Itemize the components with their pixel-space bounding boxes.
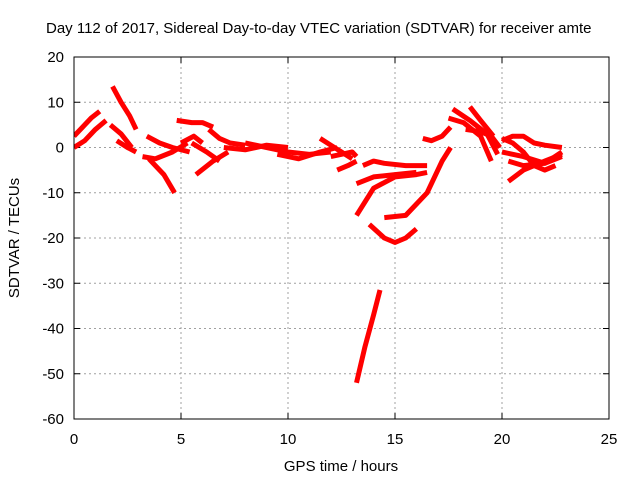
- series-arc-16: [276, 145, 338, 162]
- series-arc-2: [74, 118, 108, 150]
- axis-tick-labels: 0 5 10 15 20 25 -60 -50 -40 -30 -20 -10 0 10 20: [42, 49, 617, 448]
- series-arc-13: [207, 127, 246, 148]
- y-tick-label: 20: [47, 49, 64, 66]
- series-arc-1: [74, 109, 102, 138]
- chart-title: Day 112 of 2017, Sidereal Day-to-day VTE…: [46, 20, 592, 37]
- y-tick-label: 10: [47, 94, 64, 111]
- series-arc-18: [330, 149, 359, 160]
- series-arc-34: [506, 151, 563, 184]
- y-tick-label: -60: [42, 411, 64, 428]
- y-axis-label: SDTVAR / TECUs: [6, 178, 23, 298]
- series-arc-26: [422, 125, 453, 144]
- data-series: [74, 85, 564, 384]
- x-axis-label: GPS time / hours: [284, 458, 398, 475]
- series-arc-29: [465, 126, 502, 150]
- series-arc-28: [451, 106, 500, 156]
- series-arc-5: [115, 138, 138, 155]
- x-tick-label: 10: [280, 431, 297, 448]
- x-tick-label: 20: [494, 431, 511, 448]
- y-tick-label: -30: [42, 275, 64, 292]
- y-tick-label: 0: [56, 140, 64, 157]
- y-tick-label: -10: [42, 185, 64, 202]
- grid-lines: [74, 57, 609, 419]
- series-arc-21: [355, 169, 417, 187]
- series-arc-4: [108, 122, 134, 150]
- series-arc-23: [367, 222, 419, 245]
- plot-frame: [73, 56, 610, 420]
- y-tick-label: -50: [42, 366, 64, 383]
- series-arc-12: [194, 149, 230, 177]
- x-tick-label: 25: [601, 431, 618, 448]
- series-arc-10: [179, 133, 204, 146]
- x-tick-label: 15: [387, 431, 404, 448]
- series-arc-8: [147, 157, 177, 195]
- series-arc-3: [110, 85, 139, 131]
- series-arc-9: [176, 117, 215, 130]
- y-tick-label: -20: [42, 230, 64, 247]
- x-tick-label: 0: [70, 431, 78, 448]
- series-arc-25: [354, 289, 383, 384]
- series-arc-30: [467, 105, 496, 138]
- series-arc-35: [501, 133, 563, 150]
- x-tick-label: 5: [177, 431, 185, 448]
- series-arc-22: [361, 158, 428, 169]
- y-tick-label: -40: [42, 321, 64, 338]
- series-arc-19: [336, 158, 358, 173]
- series-arc-24: [384, 146, 453, 221]
- series-arc-7: [142, 140, 189, 162]
